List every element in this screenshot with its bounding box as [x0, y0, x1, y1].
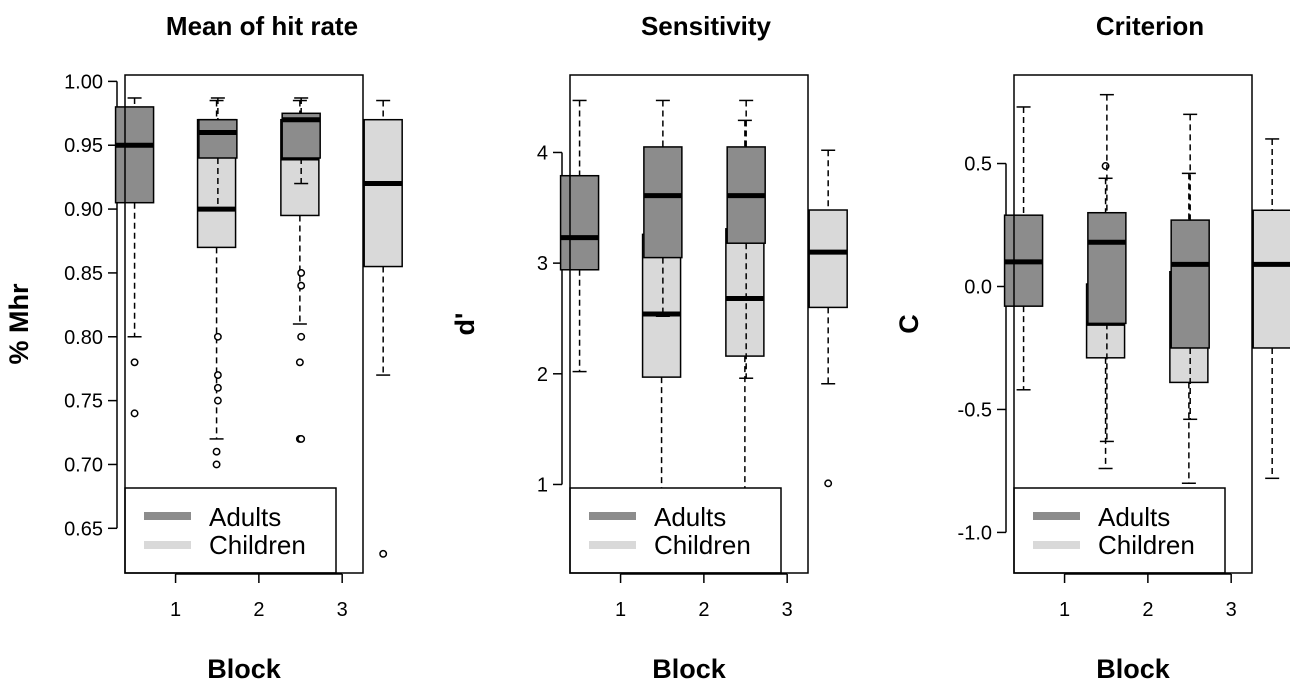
outlier-point — [379, 549, 388, 558]
outlier-point — [130, 358, 139, 367]
children-box — [725, 228, 765, 357]
children-box — [808, 209, 848, 309]
adults-box — [1087, 211, 1127, 325]
panel-title: Criterion — [1096, 11, 1204, 41]
x-tick-label: 3 — [782, 599, 793, 621]
x-tick-label: 1 — [170, 599, 181, 621]
x-tick-label: 2 — [1142, 599, 1153, 621]
y-tick-label: -0.5 — [958, 399, 992, 421]
y-tick-label: -1.0 — [958, 522, 992, 544]
children-box — [363, 118, 403, 268]
outlier-point — [824, 479, 833, 488]
y-tick-label: 0.85 — [64, 263, 103, 285]
plot-frame — [124, 74, 364, 574]
y-tick-label: 3 — [537, 253, 548, 275]
adults-box — [643, 146, 683, 259]
panel-title: Sensitivity — [641, 11, 772, 41]
x-tick-label: 1 — [1059, 599, 1070, 621]
y-tick-label: 2 — [537, 364, 548, 386]
x-axis-label: Block — [652, 654, 727, 683]
x-tick-label: 1 — [615, 599, 626, 621]
adults-box — [559, 174, 600, 271]
outlier-point — [297, 332, 306, 341]
y-tick-label: 1.00 — [64, 71, 103, 93]
outlier-point — [212, 460, 221, 469]
plot-frame — [569, 74, 809, 574]
legend-box — [569, 487, 782, 574]
y-tick-label: 0.80 — [64, 327, 103, 349]
adults-box — [1170, 219, 1210, 349]
y-tick-label: 0.95 — [64, 135, 103, 157]
outlier-point — [213, 383, 222, 392]
x-tick-label: 2 — [253, 599, 264, 621]
outlier-point — [295, 358, 304, 367]
legend-label-children: Children — [654, 530, 751, 560]
x-axis-label: Block — [1096, 654, 1171, 683]
x-tick-label: 2 — [698, 599, 709, 621]
adults-box — [114, 106, 155, 204]
y-tick-label: 0.0 — [964, 276, 992, 298]
panel-title: Mean of hit rate — [166, 11, 358, 41]
children-box — [1252, 209, 1290, 349]
y-axis-label: % Mhr — [4, 283, 34, 364]
outlier-point — [130, 409, 139, 418]
y-tick-label: 0.75 — [64, 391, 103, 413]
legend-box — [124, 487, 337, 574]
y-tick-label: 4 — [537, 142, 548, 164]
y-tick-label: 0.65 — [64, 518, 103, 540]
y-tick-label: 0.70 — [64, 454, 103, 476]
y-axis-label: d' — [450, 313, 480, 336]
outlier-point — [213, 396, 222, 405]
legend-label-adults: Adults — [1098, 502, 1170, 532]
outlier-point — [213, 332, 222, 341]
adults-box — [198, 118, 238, 159]
outlier-point — [213, 371, 222, 380]
y-tick-label: 1 — [537, 474, 548, 496]
legend-label-children: Children — [1098, 530, 1195, 560]
y-tick-label: 0.90 — [64, 199, 103, 221]
y-axis-label: C — [894, 314, 924, 334]
outlier-point — [212, 447, 221, 456]
x-tick-label: 3 — [1226, 599, 1237, 621]
x-axis-label: Block — [207, 654, 282, 683]
plot-frame — [1013, 74, 1253, 574]
outlier-point — [297, 281, 306, 290]
x-tick-label: 3 — [337, 599, 348, 621]
legend-label-adults: Adults — [654, 502, 726, 532]
y-tick-label: 0.5 — [964, 154, 992, 176]
legend-label-children: Children — [209, 530, 306, 560]
legend-label-adults: Adults — [209, 502, 281, 532]
outlier-point — [297, 268, 306, 277]
outlier-point — [1101, 162, 1110, 170]
outlier-point — [297, 434, 306, 443]
